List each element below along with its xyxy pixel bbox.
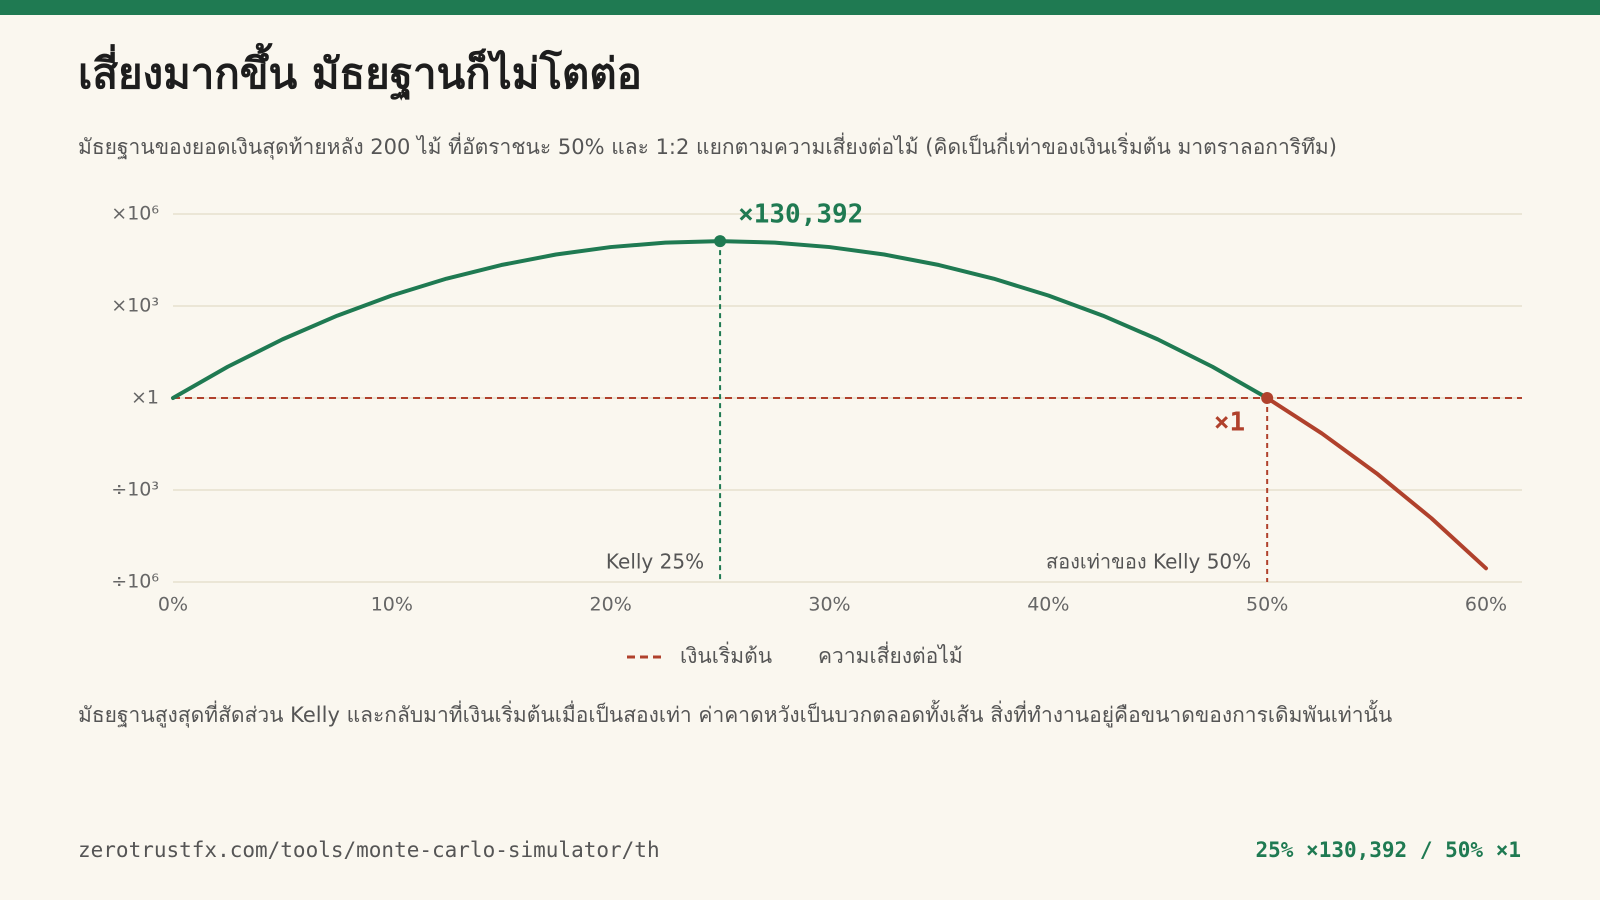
y-tick-label: ×1: [131, 387, 159, 409]
x-tick-label: 50%: [1246, 594, 1288, 616]
annotation-dot: [714, 235, 727, 248]
annotation-label: ×130,392: [738, 200, 863, 230]
note: มัธยฐานสูงสุดที่สัดส่วน Kelly และกลับมาท…: [78, 700, 1392, 728]
footer-summary: 25% ×130,392 / 50% ×1: [1255, 838, 1521, 862]
x-axis-title: ความเสี่ยงต่อไม้: [818, 641, 963, 668]
footer-url: zerotrustfx.com/tools/monte-carlo-simula…: [78, 838, 660, 862]
y-tick-label: ÷10⁶: [111, 571, 159, 593]
x-tick-label: 10%: [371, 594, 413, 616]
x-tick-label: 0%: [158, 594, 188, 616]
y-tick-label: ×10⁶: [111, 203, 159, 225]
x-tick-label: 40%: [1027, 594, 1069, 616]
data-line: [1265, 396, 1488, 571]
annotation-line-label: Kelly 25%: [606, 550, 704, 574]
x-tick-label: 60%: [1465, 594, 1507, 616]
top-bar: [0, 0, 1600, 15]
annotation-label: ×1: [1214, 408, 1245, 438]
chart-subtitle: มัธยฐานของยอดเงินสุดท้ายหลัง 200 ไม้ ที่…: [78, 132, 1337, 160]
x-tick-label: 30%: [808, 594, 850, 616]
annotation-line-label: สองเท่าของ Kelly 50%: [1046, 550, 1251, 574]
legend-label: เงินเริ่มต้น: [680, 641, 772, 668]
y-tick-label: ÷10³: [111, 479, 159, 501]
y-tick-label: ×10³: [111, 295, 159, 317]
annotation-dot: [1261, 392, 1274, 404]
chart-title: เสี่ยงมากขึ้น มัธยฐานก็ไม่โตต่อ: [78, 42, 642, 101]
x-tick-label: 20%: [590, 594, 632, 616]
